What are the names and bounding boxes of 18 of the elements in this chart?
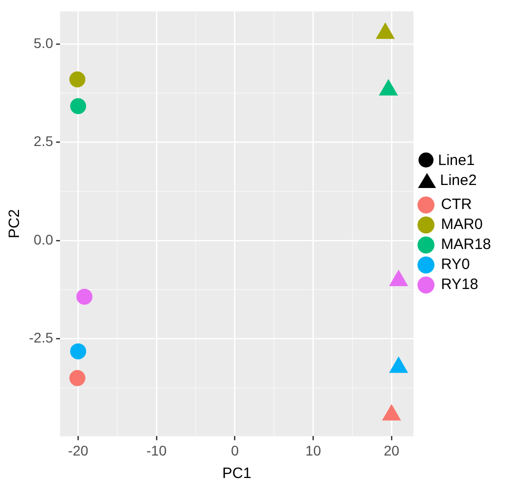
x-tick-label: 10 xyxy=(305,442,322,458)
y-tick-label: 0.0 xyxy=(34,231,54,248)
y-axis-title: PC2 xyxy=(6,209,24,238)
legend-label: CTR xyxy=(440,196,472,214)
y-tick-label: -2.5 xyxy=(29,330,54,346)
x-tick-label: 0 xyxy=(230,442,239,458)
legend-label: RY0 xyxy=(440,256,470,274)
text: Line2 xyxy=(440,172,477,188)
legend-label: MAR18 xyxy=(440,236,492,254)
y-tick-label: 2.5 xyxy=(34,133,54,150)
text: Line1 xyxy=(438,152,475,168)
legend-label: MAR0 xyxy=(440,216,483,234)
x-tick-label: -10 xyxy=(146,442,167,458)
x-axis-title: PC1 xyxy=(222,465,252,482)
x-tick-label: 20 xyxy=(384,442,400,458)
x-tick-label: -20 xyxy=(68,442,88,458)
y-tick-label: 5.0 xyxy=(34,34,54,51)
legend-label: RY18 xyxy=(440,276,478,294)
